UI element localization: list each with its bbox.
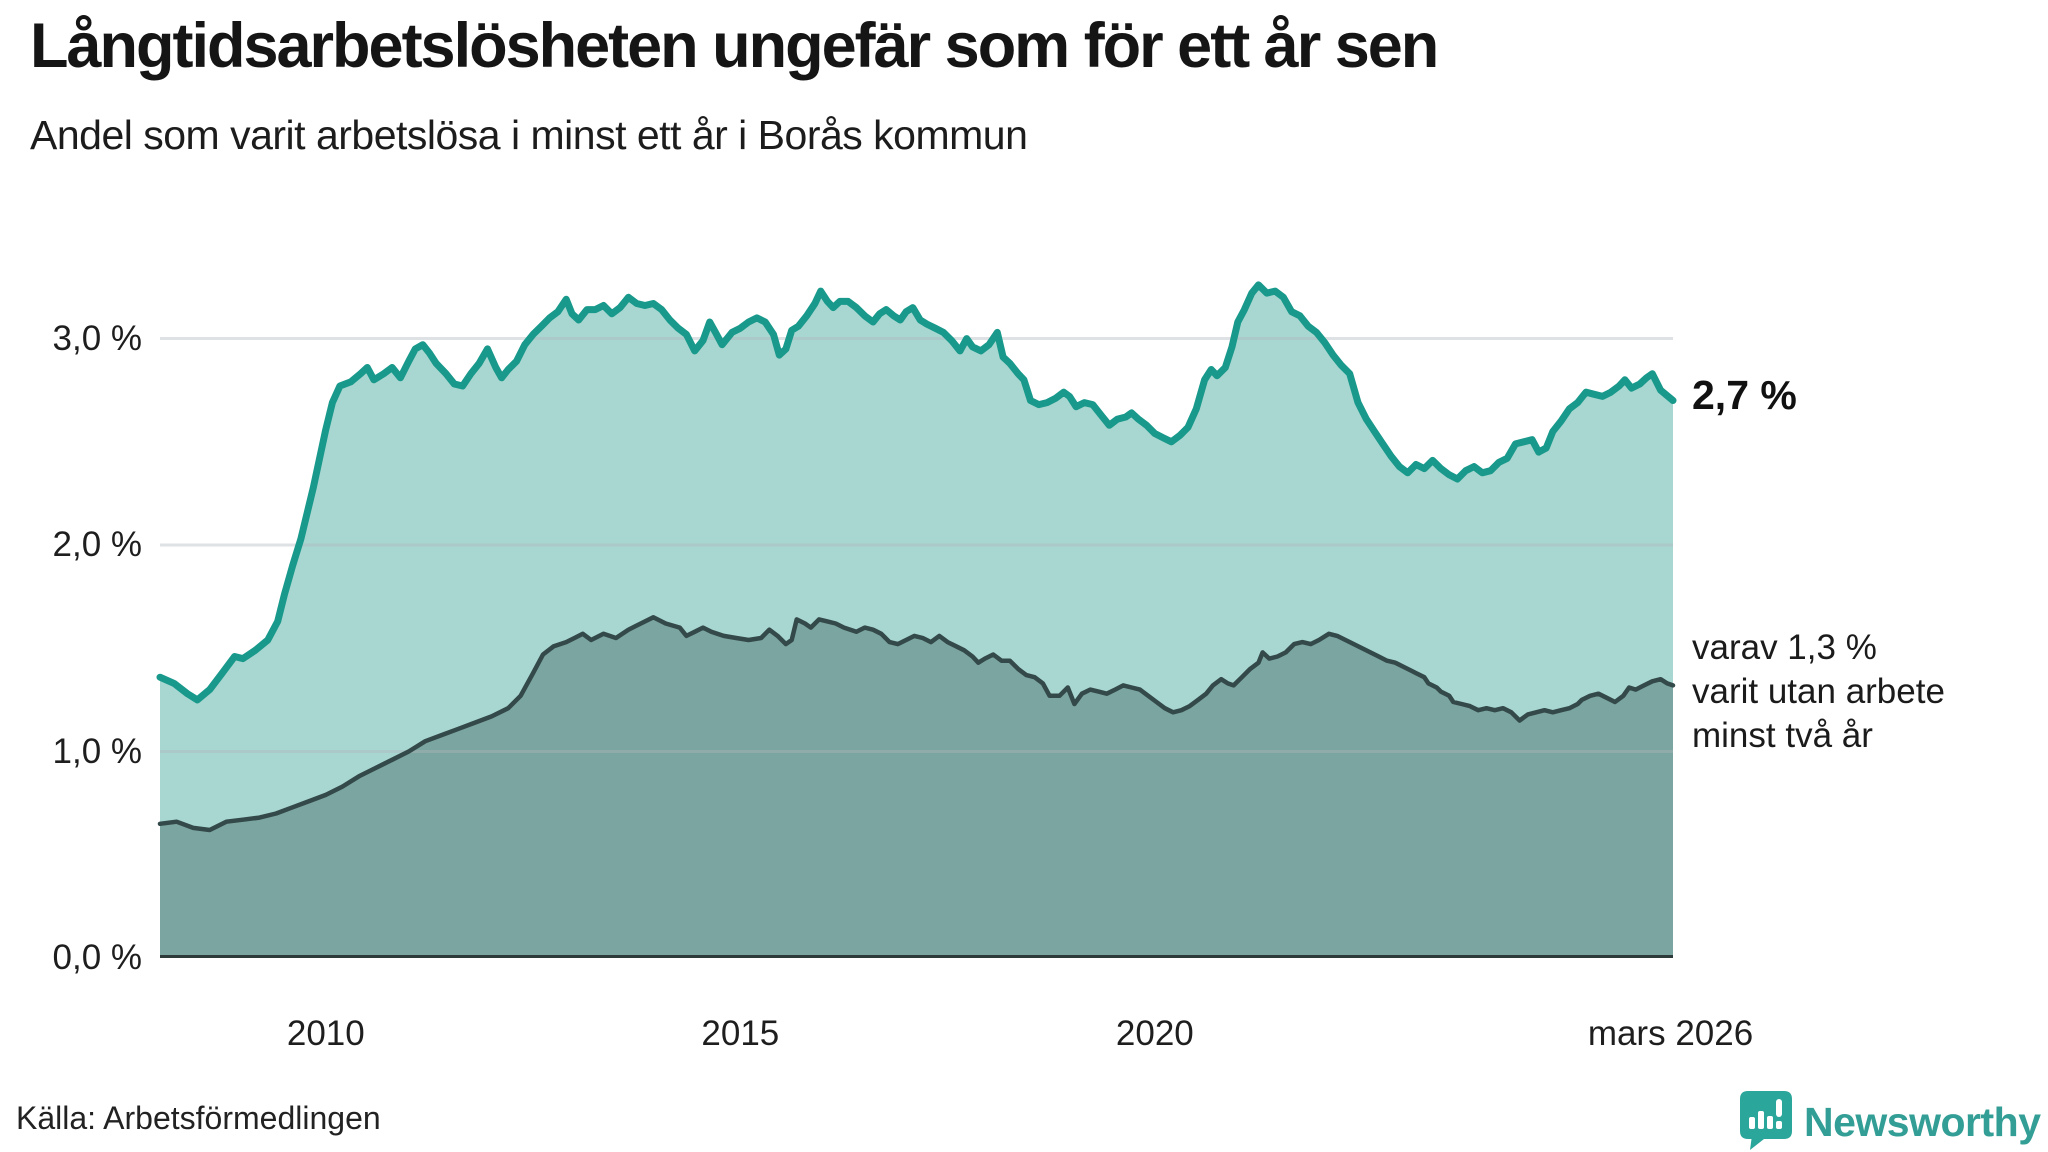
y-tick-label: 0,0 % <box>52 938 143 977</box>
subset-annotation-line3: minst två år <box>1692 716 1873 755</box>
series-subset-area <box>160 617 1673 958</box>
subset-annotation: varav 1,3 % varit utan arbete minst två … <box>1692 626 1945 758</box>
newsworthy-bubble-chart-icon <box>1740 1091 1792 1150</box>
area-chart <box>156 281 1677 958</box>
page-title: Långtidsarbetslösheten ungefär som för e… <box>30 11 1439 81</box>
newsworthy-logo: Newsworthy <box>1738 1088 2041 1152</box>
y-tick-label: 1,0 % <box>52 731 143 771</box>
x-tick-label: 2010 <box>286 1014 365 1053</box>
x-tick-label: mars 2026 <box>1587 1014 1754 1053</box>
page-subtitle: Andel som varit arbetslösa i minst ett å… <box>30 112 1028 158</box>
y-tick-label: 3,0 % <box>52 318 143 358</box>
subset-annotation-line2: varit utan arbete <box>1692 672 1945 711</box>
series-subset-line <box>157 615 1676 833</box>
newsworthy-wordmark: Newsworthy <box>1804 1098 2041 1145</box>
y-tick-label: 2,0 % <box>52 525 143 565</box>
subset-annotation-line1: varav 1,3 % <box>1692 628 1877 667</box>
x-tick-label: 2020 <box>1115 1014 1194 1053</box>
x-tick-label: 2015 <box>701 1014 780 1053</box>
series-total-line <box>156 281 1677 704</box>
source-credit: Källa: Arbetsförmedlingen <box>16 1100 381 1136</box>
latest-value-label: 2,7 % <box>1692 372 1797 418</box>
